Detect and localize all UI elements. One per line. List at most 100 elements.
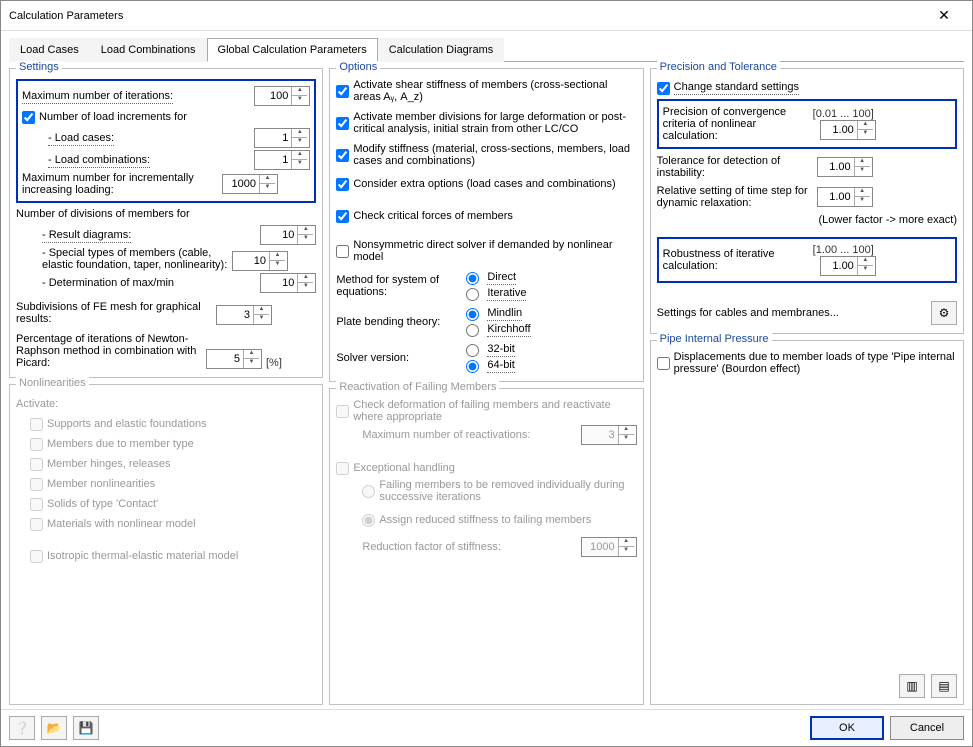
conv-highlight-box: Precision of convergence criteria of non… (657, 99, 957, 149)
tab-global-calc[interactable]: Global Calculation Parameters (207, 38, 378, 62)
maxmin-label: - Determination of max/min (42, 277, 260, 289)
method-direct-radio[interactable] (466, 272, 479, 285)
max-incr-spinner[interactable]: ▲▼ (222, 174, 278, 194)
settings-title: Settings (16, 61, 62, 73)
result-diag-spinner[interactable]: ▲▼ (260, 225, 316, 245)
load-combos-spinner[interactable]: ▲▼ (254, 150, 310, 170)
tab-bar: Load Cases Load Combinations Global Calc… (9, 37, 964, 62)
react-title: Reactivation of Failing Members (336, 381, 499, 393)
load-combos-label: - Load combinations: (48, 154, 254, 166)
open-button[interactable]: 📂 (41, 716, 67, 740)
load-cases-label: - Load cases: (48, 132, 254, 144)
relax-label: Relative setting of time step for dynami… (657, 185, 817, 209)
picard-unit: [%] (266, 357, 282, 369)
save-button[interactable]: 💾 (73, 716, 99, 740)
special-spinner[interactable]: ▲▼ (232, 251, 288, 271)
settings-highlight-box: Maximum number of iterations: ▲▼ Number … (16, 79, 316, 203)
nonlin-activate-label: Activate: (16, 398, 316, 410)
close-button[interactable]: ✕ (924, 2, 964, 30)
titlebar: Calculation Parameters ✕ (1, 1, 972, 31)
nonlin-chk-3 (30, 478, 43, 491)
picard-label: Percentage of iterations of Newton-Raphs… (16, 333, 206, 369)
result-diag-label: - Result diagrams: (42, 229, 260, 241)
solver-32-radio[interactable] (466, 344, 479, 357)
react-remove-radio (362, 485, 375, 498)
opt-memberdiv-chk[interactable] (336, 117, 349, 130)
pipe-icon-button-2[interactable]: ▤ (931, 674, 957, 698)
window-title: Calculation Parameters (9, 10, 924, 22)
options-title: Options (336, 61, 380, 73)
react-group: Reactivation of Failing Members Check de… (329, 388, 643, 705)
ok-button[interactable]: OK (810, 716, 884, 740)
help-button[interactable]: ❔ (9, 716, 35, 740)
footer-bar: ❔ 📂 💾 OK Cancel (1, 709, 972, 746)
robust-label: Robustness of iterative calculation: (663, 248, 813, 272)
nonlin-chk-5 (30, 518, 43, 531)
react-assign-radio (362, 514, 375, 527)
pipe-group: Pipe Internal Pressure Displacements due… (650, 340, 964, 705)
opt-nonsym-chk[interactable] (336, 245, 349, 258)
nonlin-chk-2 (30, 458, 43, 471)
maxmin-spinner[interactable]: ▲▼ (260, 273, 316, 293)
opt-extra-chk[interactable] (336, 178, 349, 191)
max-react-spinner: ▲▼ (581, 425, 637, 445)
react-check-chk (336, 405, 349, 418)
tab-calc-diagrams[interactable]: Calculation Diagrams (378, 38, 505, 62)
nonlin-chk-4 (30, 498, 43, 511)
subdiv-label: Subdivisions of FE mesh for graphical re… (16, 301, 216, 325)
solver-label: Solver version: (336, 352, 466, 364)
opt-checkcrit-chk[interactable] (336, 210, 349, 223)
reduct-label: Reduction factor of stiffness: (362, 541, 580, 553)
opt-modify-chk[interactable] (336, 149, 349, 162)
conv-spinner[interactable]: ▲▼ (820, 120, 876, 140)
cables-settings-button[interactable]: ⚙ (931, 301, 957, 325)
nonlin-group: Nonlinearities Activate: Supports and el… (9, 384, 323, 705)
nonlin-chk-1 (30, 438, 43, 451)
relax-spinner[interactable]: ▲▼ (817, 187, 873, 207)
nonlin-title: Nonlinearities (16, 377, 89, 389)
settings-group: Settings Maximum number of iterations: ▲… (9, 68, 323, 378)
divs-label: Number of divisions of members for (16, 208, 316, 220)
pipe-icon-button-1[interactable]: ▥ (899, 674, 925, 698)
plate-mindlin-radio[interactable] (466, 308, 479, 321)
load-cases-spinner[interactable]: ▲▼ (254, 128, 310, 148)
robust-highlight-box: Robustness of iterative calculation: [1.… (657, 237, 957, 283)
solver-64-radio[interactable] (466, 360, 479, 373)
conv-range: [0.01 ... 100] (813, 108, 876, 120)
tab-load-cases[interactable]: Load Cases (9, 38, 90, 62)
prec-title: Precision and Tolerance (657, 61, 780, 73)
pipe-title: Pipe Internal Pressure (657, 333, 772, 345)
max-iter-spinner[interactable]: ▲▼ (254, 86, 310, 106)
robust-range: [1.00 ... 100] (813, 244, 876, 256)
dialog-window: Calculation Parameters ✕ Load Cases Load… (0, 0, 973, 747)
nonlin-chk-0 (30, 418, 43, 431)
content-area: Load Cases Load Combinations Global Calc… (1, 31, 972, 709)
options-group: Options Activate shear stiffness of memb… (329, 68, 643, 382)
tab-load-combinations[interactable]: Load Combinations (90, 38, 207, 62)
cancel-button[interactable]: Cancel (890, 716, 964, 740)
max-iter-label: Maximum number of iterations: (22, 90, 254, 102)
robust-spinner[interactable]: ▲▼ (820, 256, 876, 276)
react-exc-chk (336, 462, 349, 475)
max-incr-label: Maximum number for incrementally increas… (22, 172, 222, 196)
tol-spinner[interactable]: ▲▼ (817, 157, 873, 177)
reduct-spinner: ▲▼ (581, 537, 637, 557)
relax-note: (Lower factor -> more exact) (819, 214, 957, 226)
picard-spinner[interactable]: ▲▼ (206, 349, 262, 369)
nonlin-iso-chk (30, 550, 43, 563)
method-label: Method for system of equations: (336, 274, 466, 298)
load-incr-checkbox[interactable] (22, 111, 35, 124)
max-react-label: Maximum number of reactivations: (362, 429, 580, 441)
tol-label: Tolerance for detection of instability: (657, 155, 817, 179)
special-label: - Special types of members (cable, elast… (42, 247, 232, 271)
prec-change-chk[interactable] (657, 82, 670, 95)
plate-kirchhoff-radio[interactable] (466, 324, 479, 337)
method-iterative-radio[interactable] (466, 288, 479, 301)
subdiv-spinner[interactable]: ▲▼ (216, 305, 272, 325)
pipe-disp-chk[interactable] (657, 357, 670, 370)
plate-label: Plate bending theory: (336, 316, 466, 328)
load-incr-label: Number of load increments for (39, 111, 310, 123)
prec-group: Precision and Tolerance Change standard … (650, 68, 964, 334)
opt-shear-chk[interactable] (336, 85, 349, 98)
conv-label: Precision of convergence criteria of non… (663, 106, 813, 142)
